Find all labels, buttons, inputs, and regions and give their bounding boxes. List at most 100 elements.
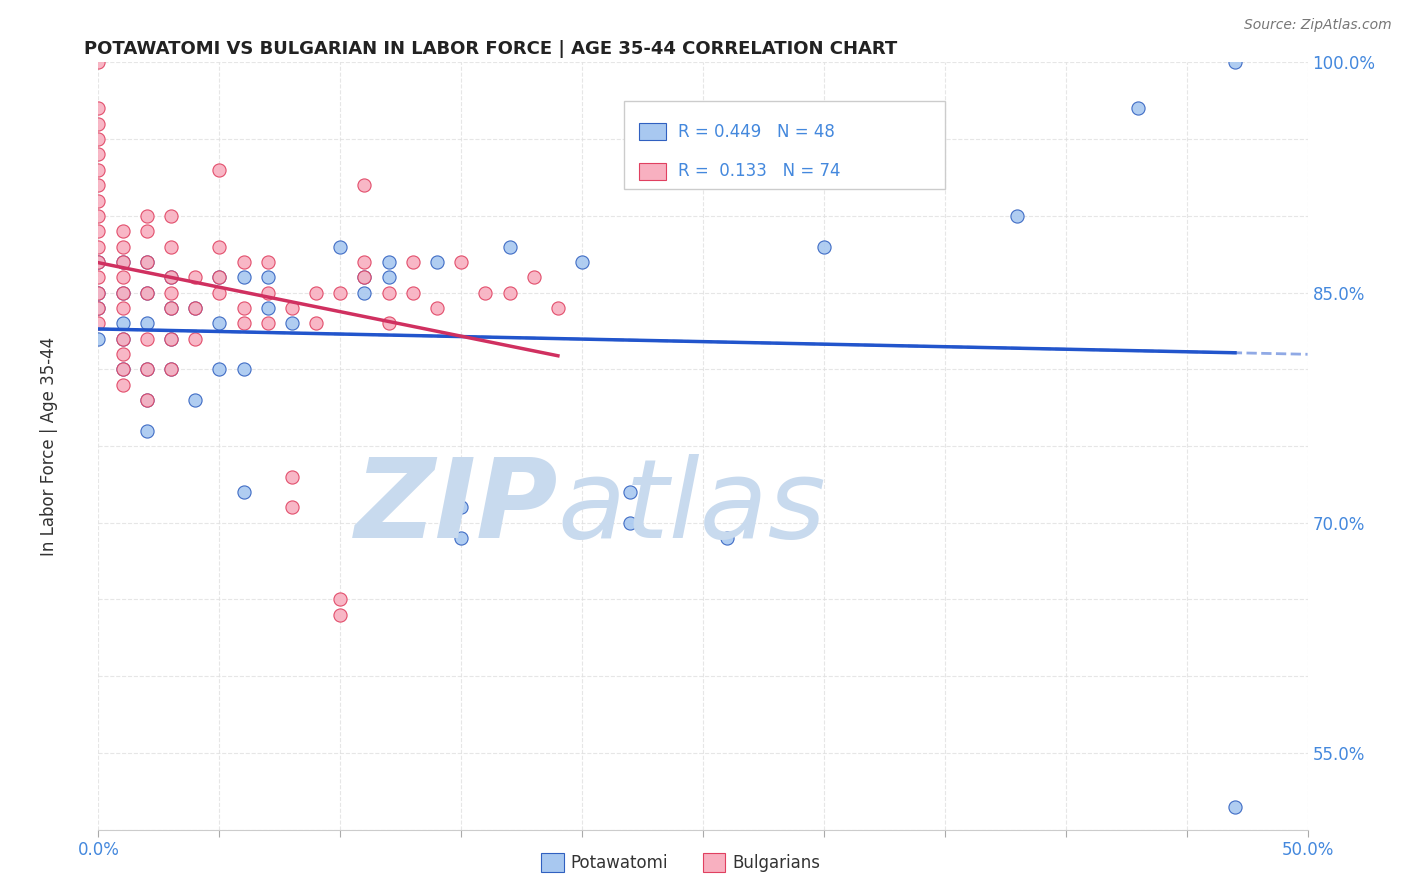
Point [135,316,157,330]
Point [160,332,183,346]
Point [160,332,183,346]
Point [87,55,110,70]
Point [135,392,157,407]
Point [498,285,520,300]
Point [184,301,207,315]
Point [135,255,157,269]
Point [111,377,134,392]
Point [87,162,110,177]
Point [426,255,449,269]
Point [160,270,183,285]
Point [87,147,110,161]
Point [87,316,110,330]
Point [377,255,399,269]
Point [329,285,352,300]
Point [450,255,472,269]
Point [208,270,231,285]
Point [135,362,157,376]
Point [184,332,207,346]
Point [256,270,278,285]
Point [135,392,157,407]
Point [135,362,157,376]
Point [281,301,304,315]
Point [87,301,110,315]
Point [184,301,207,315]
Point [111,270,134,285]
Point [111,239,134,253]
Point [1223,799,1246,814]
Point [135,209,157,223]
Point [160,301,183,315]
Point [353,285,375,300]
Point [426,301,449,315]
Point [208,316,231,330]
Point [450,500,472,515]
Point [111,316,134,330]
Bar [638,123,665,140]
Point [87,332,110,346]
Point [135,285,157,300]
Text: R =  0.133   N = 74: R = 0.133 N = 74 [678,162,841,180]
Point [160,209,183,223]
Point [160,239,183,253]
Point [256,255,278,269]
Point [450,531,472,545]
Text: Bulgarians: Bulgarians [733,854,821,871]
Point [353,255,375,269]
Point [87,132,110,146]
Point [135,424,157,438]
Text: ZIP: ZIP [354,454,558,561]
Point [813,239,835,253]
Point [353,178,375,193]
Point [111,285,134,300]
Point [208,239,231,253]
Point [281,316,304,330]
Text: atlas: atlas [558,454,827,561]
Point [232,255,254,269]
Point [135,255,157,269]
Point [208,270,231,285]
Point [281,469,304,483]
Point [135,285,157,300]
Point [184,392,207,407]
Point [111,301,134,315]
Bar [638,163,665,180]
Text: R = 0.449   N = 48: R = 0.449 N = 48 [678,123,835,141]
Point [160,270,183,285]
Point [329,592,352,607]
Point [111,332,134,346]
Point [329,239,352,253]
Point [329,607,352,622]
Point [305,285,328,300]
Point [87,102,110,116]
Point [208,362,231,376]
Point [111,224,134,238]
Point [716,531,738,545]
Point [160,285,183,300]
Point [208,162,231,177]
Point [135,332,157,346]
Point [111,347,134,361]
Point [87,239,110,253]
Point [87,255,110,269]
Bar [624,101,945,189]
Point [377,285,399,300]
Point [1223,55,1246,70]
Text: In Labor Force | Age 35-44: In Labor Force | Age 35-44 [41,336,58,556]
Point [256,301,278,315]
Point [87,117,110,131]
Point [160,362,183,376]
Point [160,301,183,315]
Point [87,270,110,285]
Point [1007,209,1029,223]
Point [232,362,254,376]
Point [87,224,110,238]
Point [111,362,134,376]
Point [353,270,375,285]
Point [353,270,375,285]
Point [208,285,231,300]
Point [571,255,593,269]
Point [111,332,134,346]
Point [232,301,254,315]
Point [305,316,328,330]
